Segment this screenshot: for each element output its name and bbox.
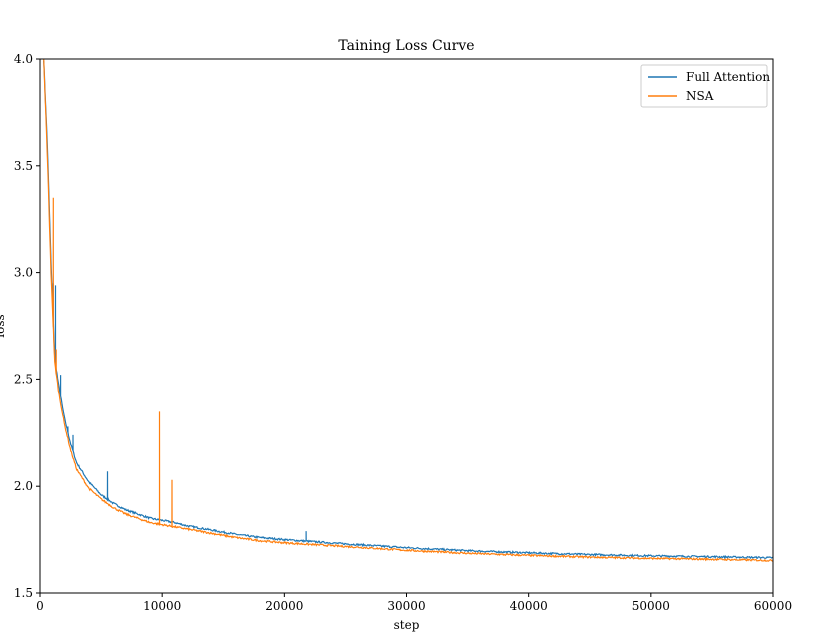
y-tick-label: 3.5: [14, 159, 33, 173]
legend: Full Attention NSA: [640, 64, 770, 108]
y-tick-label: 2.5: [14, 372, 33, 386]
y-tick-label: 1.5: [14, 586, 33, 600]
chart-title: Taining Loss Curve: [338, 38, 474, 54]
y-tick-label: 4.0: [14, 52, 33, 66]
y-axis-label: loss: [0, 314, 7, 337]
legend-label-full-attention: Full Attention: [686, 70, 770, 84]
series-line-nsa: [43, 59, 773, 562]
y-tick-label: 3.0: [14, 266, 33, 280]
x-tick-label: 0: [36, 599, 44, 613]
series-line-full-attention: [43, 60, 773, 560]
x-tick-label: 50000: [632, 599, 670, 613]
x-tick-label: 10000: [143, 599, 181, 613]
x-tick-label: 20000: [265, 599, 303, 613]
plot-area: [43, 59, 773, 562]
y-tick-label: 2.0: [14, 479, 33, 493]
legend-label-nsa: NSA: [686, 89, 714, 103]
x-tick-label: 40000: [510, 599, 548, 613]
x-axis-label: step: [394, 618, 420, 632]
x-tick-label: 60000: [754, 599, 792, 613]
x-tick-label: 30000: [387, 599, 425, 613]
axis-ticks: 0 10000 20000 30000 40000 50000 60000 1.5 2.0 2.5…: [14, 52, 792, 613]
axes-frame: [39, 58, 774, 594]
